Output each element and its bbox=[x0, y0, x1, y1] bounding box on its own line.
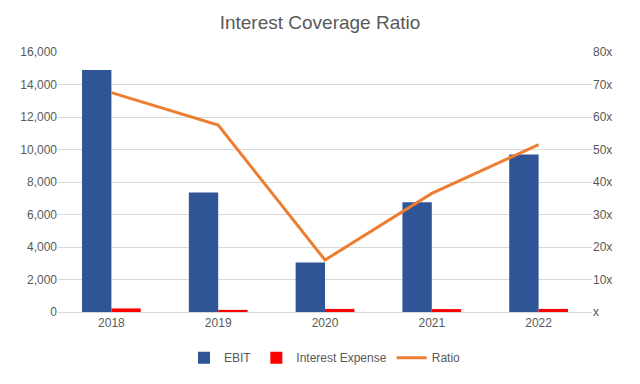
svg-text:2018: 2018 bbox=[98, 316, 125, 330]
svg-text:0: 0 bbox=[50, 305, 57, 319]
svg-text:Interest Expense: Interest Expense bbox=[296, 351, 386, 365]
svg-text:2021: 2021 bbox=[418, 316, 445, 330]
svg-text:2,000: 2,000 bbox=[27, 273, 57, 287]
svg-text:12,000: 12,000 bbox=[20, 110, 57, 124]
svg-text:10,000: 10,000 bbox=[20, 143, 57, 157]
svg-text:Ratio: Ratio bbox=[432, 351, 460, 365]
svg-text:50x: 50x bbox=[593, 143, 612, 157]
svg-text:20x: 20x bbox=[593, 240, 612, 254]
svg-text:2020: 2020 bbox=[312, 316, 339, 330]
svg-text:70x: 70x bbox=[593, 78, 612, 92]
svg-text:16,000: 16,000 bbox=[20, 45, 57, 59]
svg-text:80x: 80x bbox=[593, 45, 612, 59]
svg-text:x: x bbox=[593, 305, 599, 319]
svg-text:30x: 30x bbox=[593, 208, 612, 222]
svg-text:40x: 40x bbox=[593, 175, 612, 189]
svg-text:10x: 10x bbox=[593, 273, 612, 287]
svg-text:14,000: 14,000 bbox=[20, 78, 57, 92]
svg-text:EBIT: EBIT bbox=[224, 351, 251, 365]
svg-text:60x: 60x bbox=[593, 110, 612, 124]
svg-text:Interest Coverage Ratio: Interest Coverage Ratio bbox=[220, 12, 421, 33]
svg-text:2022: 2022 bbox=[525, 316, 552, 330]
svg-text:8,000: 8,000 bbox=[27, 175, 57, 189]
svg-text:4,000: 4,000 bbox=[27, 240, 57, 254]
svg-text:2019: 2019 bbox=[205, 316, 232, 330]
svg-text:6,000: 6,000 bbox=[27, 208, 57, 222]
